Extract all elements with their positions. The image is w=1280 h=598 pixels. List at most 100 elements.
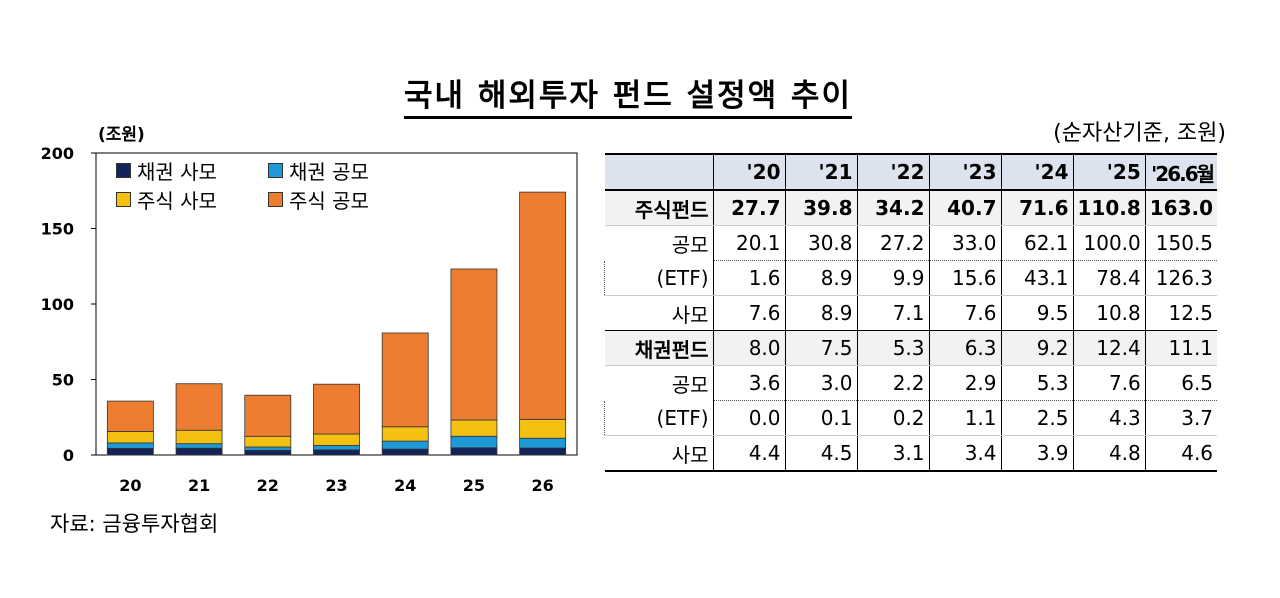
table-cell: 27.7 [713, 190, 786, 226]
table-cell: 8.0 [713, 330, 786, 366]
row-label: 사모 [604, 295, 714, 331]
table-cell: 8.9 [785, 260, 858, 296]
x-tick-label: 26 [532, 476, 554, 495]
table-cell: 8.9 [785, 295, 858, 331]
table-cell: 40.7 [929, 190, 1002, 226]
row-label: 주식펀드 [604, 190, 714, 226]
table-cell: 7.6 [929, 295, 1002, 331]
table-row: 채권펀드 8.0 7.5 5.3 6.3 9.2 12.4 11.1 [604, 330, 1218, 366]
table-cell: 4.8 [1073, 435, 1146, 472]
legend-swatch [268, 163, 283, 178]
bar-segment-stock-public [106, 400, 154, 432]
y-tick-label: 100 [41, 295, 74, 314]
source-note: 자료: 금융투자협회 [50, 512, 219, 536]
table-cell: 12.5 [1145, 295, 1218, 331]
bar-segment-bond-public [244, 446, 292, 451]
legend-label: 주식 공모 [289, 189, 369, 213]
table-cell: 0.0 [713, 400, 786, 436]
table-cell: 4.4 [713, 435, 786, 472]
legend-label: 주식 사모 [137, 189, 217, 213]
table-cell: 9.5 [1001, 295, 1074, 331]
table-cell: 7.6 [1073, 365, 1146, 401]
table-cell: 20.1 [713, 225, 786, 261]
y-tick-label: 200 [41, 144, 74, 163]
table-cell: 78.4 [1073, 260, 1146, 296]
table-cell: 163.0 [1145, 190, 1218, 226]
table-cell: 4.6 [1145, 435, 1218, 472]
bar-segment-bond-public [519, 437, 567, 449]
x-tick-label: 23 [325, 476, 347, 495]
bar-segment-bond-public [106, 442, 154, 449]
table-cell: 4.5 [785, 435, 858, 472]
bar-segment-stock-public [450, 268, 498, 421]
table-header-row: '20 '21 '22 '23 '24 '25 '26.6월 [604, 153, 1218, 191]
table-cell: 7.1 [857, 295, 930, 331]
legend-label: 채권 공모 [289, 160, 369, 184]
table-row: (ETF) 1.6 8.9 9.9 15.6 43.1 78.4 126.3 [604, 260, 1218, 296]
bar-segment-bond-public [175, 443, 223, 449]
table-cell: 1.6 [713, 260, 786, 296]
x-axis: 20 21 22 23 24 25 26 [119, 476, 554, 495]
header-cell: '21 [785, 153, 858, 191]
table-cell: 11.1 [1145, 330, 1218, 366]
bar-segment-stock-private [106, 431, 154, 444]
table-cell: 6.5 [1145, 365, 1218, 401]
table-cell: 71.6 [1001, 190, 1074, 226]
header-cell: '23 [929, 153, 1002, 191]
table-cell: 33.0 [929, 225, 1002, 261]
table-cell: 2.2 [857, 365, 930, 401]
chart-unit-label: (조원) [98, 125, 145, 145]
bar-segment-stock-private [313, 433, 360, 446]
table-cell: 15.6 [929, 260, 1002, 296]
table-cell: 2.9 [929, 365, 1002, 401]
bar-segment-bond-private [519, 447, 567, 456]
row-label: 채권펀드 [604, 330, 714, 366]
bar-segment-stock-private [519, 418, 567, 439]
legend-item-stock-public: 주식 공모 [268, 185, 420, 214]
bar-segment-stock-private [381, 426, 429, 442]
bar-segment-bond-public [313, 445, 360, 451]
y-tick-label: 50 [52, 371, 74, 390]
table-cell: 5.3 [857, 330, 930, 366]
bar-segment-stock-public [175, 383, 223, 431]
table-cell: 30.8 [785, 225, 858, 261]
table-cell: 62.1 [1001, 225, 1074, 261]
bar-segment-stock-public [381, 332, 429, 428]
table-unit-label: (순자산기준, 조원) [1053, 121, 1226, 146]
x-tick-label: 22 [257, 476, 279, 495]
legend-swatch [116, 163, 131, 178]
table-row: (ETF) 0.0 0.1 0.2 1.1 2.5 4.3 3.7 [604, 400, 1218, 436]
table-cell: 3.0 [785, 365, 858, 401]
bar-segment-bond-private [313, 449, 360, 456]
legend-item-bond-public: 채권 공모 [268, 156, 420, 185]
x-tick-label: 20 [119, 476, 141, 495]
table-cell: 100.0 [1073, 225, 1146, 261]
table-cell: 27.2 [857, 225, 930, 261]
table-cell: 4.3 [1073, 400, 1146, 436]
table-cell: 9.2 [1001, 330, 1074, 366]
bar-segment-stock-private [450, 419, 498, 437]
legend-item-bond-private: 채권 사모 [116, 156, 268, 185]
stacked-bar-chart: 0 50 100 150 200 20 21 22 23 24 25 26 [41, 144, 578, 495]
table-cell: 3.7 [1145, 400, 1218, 436]
bar-segment-stock-public [244, 394, 292, 437]
table-cell: 3.9 [1001, 435, 1074, 472]
bar-segment-bond-private [106, 447, 154, 456]
table-cell: 6.3 [929, 330, 1002, 366]
bar-segment-bond-public [381, 440, 429, 450]
table-cell: 3.4 [929, 435, 1002, 472]
header-cell: '26.6월 [1145, 153, 1218, 191]
bar-segment-bond-private [244, 449, 292, 456]
x-tick-label: 24 [394, 476, 416, 495]
table-cell: 34.2 [857, 190, 930, 226]
legend-swatch [268, 192, 283, 207]
table-cell: 150.5 [1145, 225, 1218, 261]
chart-legend: 채권 사모 채권 공모 주식 사모 주식 공모 [116, 156, 420, 214]
table-cell: 9.9 [857, 260, 930, 296]
table-row: 주식펀드 27.7 39.8 34.2 40.7 71.6 110.8 163.0 [604, 190, 1218, 226]
table-cell: 7.6 [713, 295, 786, 331]
table-row: 사모 4.4 4.5 3.1 3.4 3.9 4.8 4.6 [604, 435, 1218, 472]
header-cell: '24 [1001, 153, 1074, 191]
x-tick-label: 25 [463, 476, 485, 495]
table-cell: 12.4 [1073, 330, 1146, 366]
